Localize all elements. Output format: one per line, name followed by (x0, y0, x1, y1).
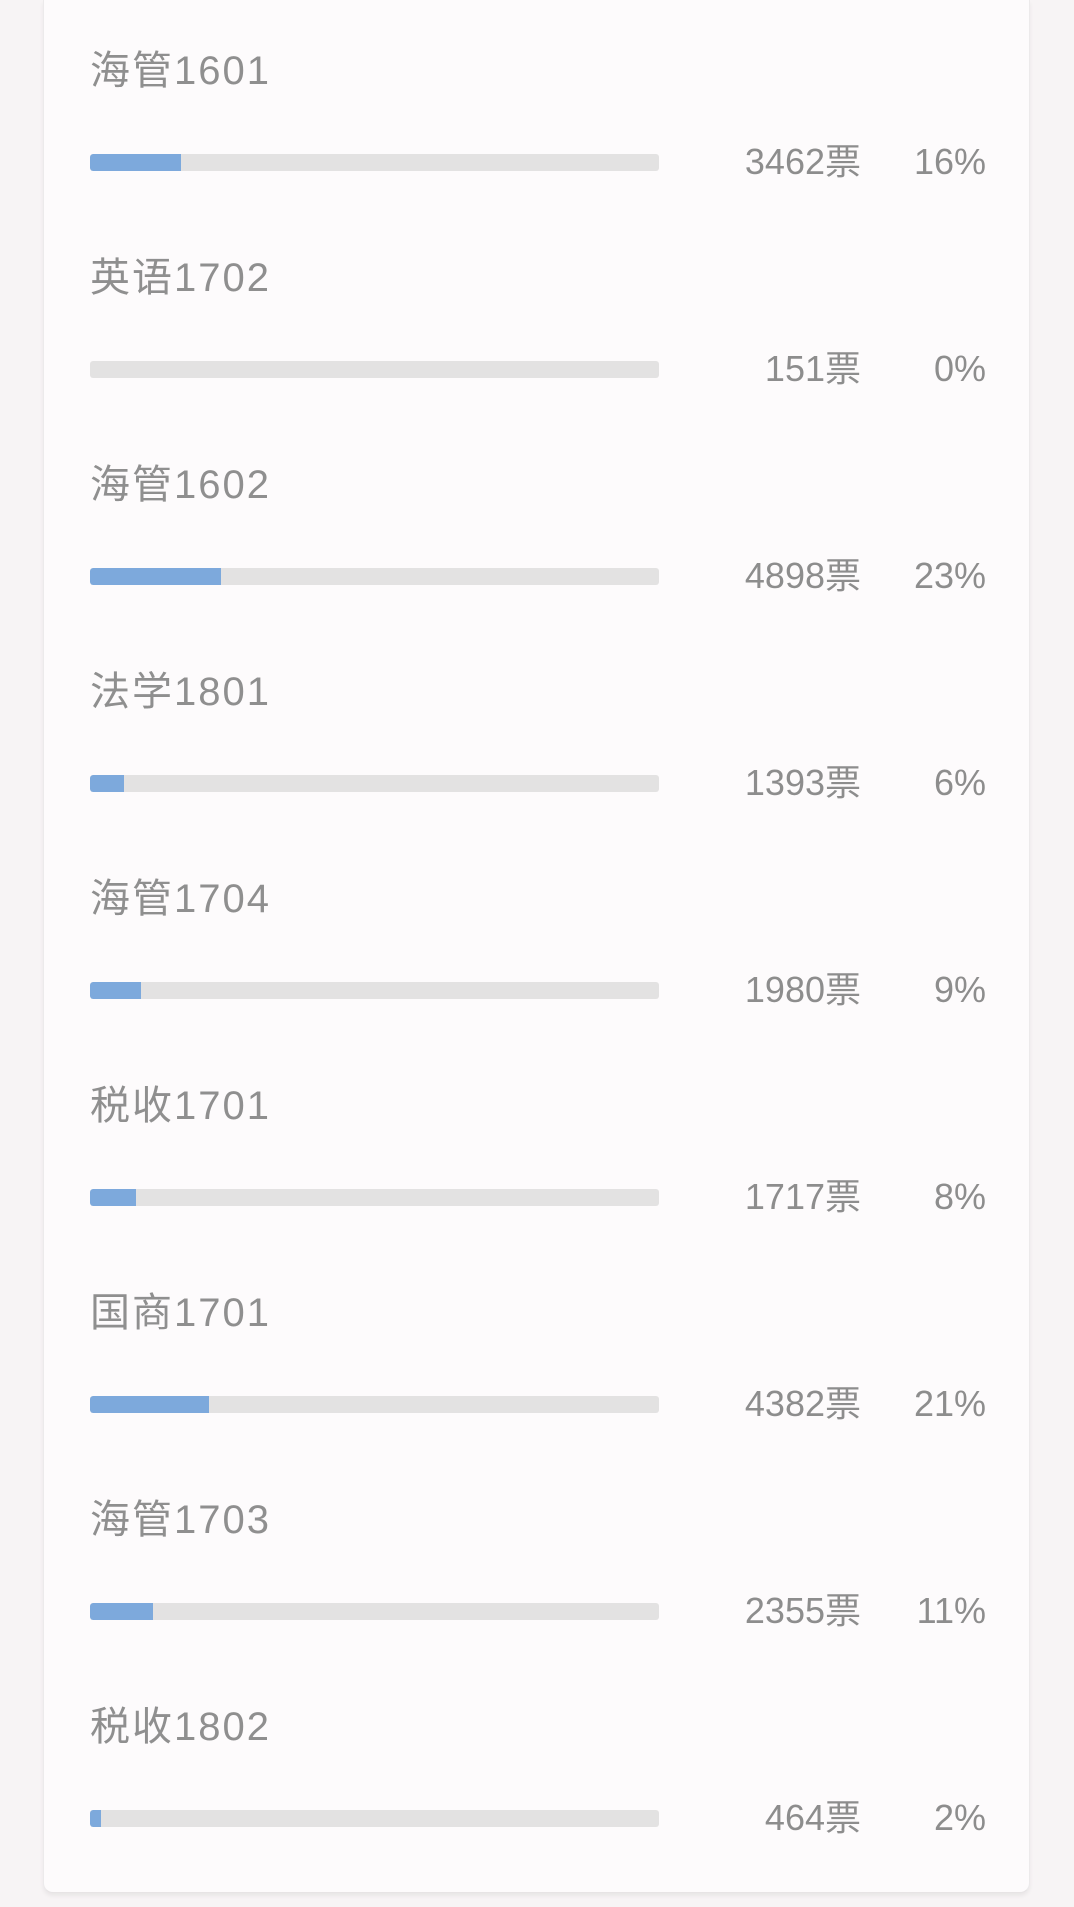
progress-fill (90, 1602, 153, 1620)
vote-percent: 21% (913, 1383, 986, 1424)
poll-option-row: 国商1701 4382票 21% (90, 1286, 986, 1493)
poll-option-row: 税收1701 1717票 8% (90, 1079, 986, 1286)
vote-count: 151票 (764, 348, 861, 389)
vote-percent: 0% (933, 348, 986, 389)
progress-track (90, 981, 659, 999)
option-result-row: 2355票 11% (90, 1588, 986, 1634)
vote-percent: 16% (913, 141, 986, 182)
progress-fill (90, 1395, 210, 1413)
progress-fill (90, 153, 182, 171)
poll-option-row: 海管1704 1980票 9% (90, 872, 986, 1079)
progress-track (90, 360, 659, 378)
vote-count: 1980票 (744, 969, 861, 1010)
option-label: 海管1704 (90, 877, 271, 921)
vote-percent: 6% (933, 762, 986, 803)
option-label: 海管1703 (90, 1498, 271, 1542)
progress-track (90, 774, 659, 792)
progress-fill (90, 981, 142, 999)
option-label: 法学1801 (90, 670, 271, 714)
option-result-row: 464票 2% (90, 1795, 986, 1841)
vote-count: 3462票 (744, 141, 861, 182)
progress-track (90, 567, 659, 585)
option-label: 税收1701 (90, 1084, 271, 1128)
progress-fill (90, 1809, 102, 1827)
option-result-row: 151票 0% (90, 346, 986, 392)
vote-percent: 11% (916, 1590, 986, 1631)
poll-option-row: 法学1801 1393票 6% (90, 665, 986, 872)
progress-fill (90, 567, 221, 585)
option-label: 英语1702 (90, 256, 271, 300)
vote-count: 2355票 (744, 1590, 861, 1631)
option-label: 海管1601 (90, 49, 271, 93)
progress-track (90, 1188, 659, 1206)
vote-count: 1393票 (744, 762, 861, 803)
poll-option-row: 海管1602 4898票 23% (90, 458, 986, 665)
option-result-row: 1717票 8% (90, 1174, 986, 1220)
poll-option-row: 海管1601 3462票 16% (90, 44, 986, 251)
vote-count: 4382票 (744, 1383, 861, 1424)
vote-count: 464票 (764, 1797, 861, 1838)
progress-track (90, 153, 659, 171)
vote-count: 1717票 (744, 1176, 861, 1217)
poll-results-card: 海管1601 3462票 16% 英语1702 151票 0% 海管1602 (43, 0, 1030, 1893)
option-label: 税收1802 (90, 1705, 271, 1749)
progress-track (90, 1395, 659, 1413)
progress-fill (90, 774, 125, 792)
progress-track (90, 1809, 659, 1827)
option-result-row: 1980票 9% (90, 967, 986, 1013)
progress-track (90, 1602, 659, 1620)
poll-option-row: 英语1702 151票 0% (90, 251, 986, 458)
option-result-row: 4382票 21% (90, 1381, 986, 1427)
vote-percent: 2% (933, 1797, 986, 1838)
poll-option-row: 海管1703 2355票 11% (90, 1493, 986, 1700)
option-result-row: 1393票 6% (90, 760, 986, 806)
option-result-row: 4898票 23% (90, 553, 986, 599)
option-result-row: 3462票 16% (90, 139, 986, 185)
vote-percent: 8% (933, 1176, 986, 1217)
option-label: 国商1701 (90, 1291, 271, 1335)
vote-count: 4898票 (744, 555, 861, 596)
vote-percent: 9% (933, 969, 986, 1010)
poll-results-list: 海管1601 3462票 16% 英语1702 151票 0% 海管1602 (90, 44, 986, 1892)
option-label: 海管1602 (90, 463, 271, 507)
progress-fill (90, 1188, 136, 1206)
vote-percent: 23% (913, 555, 986, 596)
poll-option-row: 税收1802 464票 2% (90, 1700, 986, 1892)
